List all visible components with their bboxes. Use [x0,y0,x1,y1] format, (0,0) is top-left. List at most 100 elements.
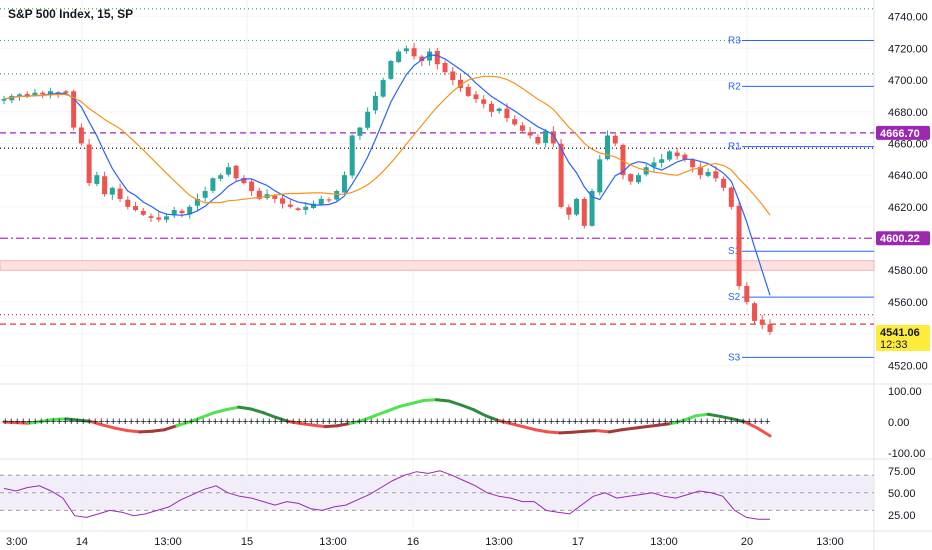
candle-body [287,204,293,207]
pivot-label: S3 [728,352,741,363]
time-tick-label: 3:00 [6,536,27,548]
candle-body [767,324,773,332]
oscillator-segment [336,422,352,428]
price-tick-label: 4560.00 [888,297,928,309]
oscillator-zero-marker: + [590,416,596,428]
oscillator-zero-marker: + [578,416,584,428]
candle-body [187,206,193,215]
oscillator-zero-marker: + [2,416,8,428]
axis-layer: 4740.00 4720.00 4700.00 4680.00 4660.00 4640.… [6,12,930,548]
time-tick-label: 17 [572,536,584,548]
oscillator-segment [2,420,18,425]
candle-body [488,103,494,112]
candle-body [527,132,533,136]
candle-body [597,159,603,193]
oscillator-segment [224,405,241,412]
oscillator-zero-marker: + [200,416,206,428]
oscillator-zero-marker: + [548,416,554,428]
oscillator-segment [88,419,105,427]
oscillator-zero-marker: + [206,416,212,428]
oscillator-zero-marker: + [344,416,350,428]
candle-body [295,208,301,211]
oscillator-zero-marker: + [320,416,326,428]
oscillator-zero-marker: + [632,416,638,428]
oscillator-segment [175,420,191,428]
candle-body [47,91,53,96]
oscillator-zero-marker: + [104,416,110,428]
oscillator-zero-marker: + [230,416,236,428]
candle-body [256,190,262,199]
oscillator-segment [101,423,117,430]
oscillator-zero-marker: + [158,416,164,428]
oscillator-zero-marker: + [758,416,764,428]
rsi-tick-label: 75.00 [888,466,916,478]
oscillator-segment [39,418,55,423]
rsi-line [3,470,770,520]
oscillator-zero-marker: + [356,416,362,428]
time-tick-label: 13:00 [485,536,513,548]
candle-body [102,176,108,195]
oscillator-zero-marker: + [734,416,740,428]
oscillator-zero-marker: + [110,416,116,428]
candle-body [581,198,587,226]
oscillator-zero-marker: + [308,416,314,428]
oscillator-zero-marker: + [152,416,158,428]
oscillator-zero-marker: + [50,416,56,428]
candle-body [666,151,672,160]
oscillator-segment [212,408,228,415]
candle-body [63,91,69,93]
oscillator-zero-marker: + [710,416,716,428]
oscillator-zero-marker: + [626,416,632,428]
price-tag [876,125,930,140]
candle-body [148,216,154,218]
oscillator-segment [595,429,611,434]
oscillator-segment [200,411,216,419]
oscillator-zero-marker: + [746,416,752,428]
levels-layer: R3 R2 R1 S1 S2 S3 [0,8,875,363]
oscillator-zero-marker: + [404,416,410,428]
oscillator-segment [397,401,414,409]
oscillator-zero-marker: + [392,416,398,428]
oscillator-zero-marker: + [266,416,272,428]
rsi-tick-label: 50.00 [888,488,916,500]
oscillator-zero-marker: + [248,416,254,428]
candle-body [674,152,680,157]
oscillator-zero-marker: + [608,416,614,428]
oscillator-segment [249,407,265,415]
oscillator-zero-marker: + [596,416,602,428]
oscillator-zero-marker: + [686,416,692,428]
time-tick-label: 13:00 [319,536,347,548]
candle-body [334,191,340,200]
oscillator-segment [743,420,760,430]
oscillator-zero-marker: + [476,416,482,428]
oscillator-zero-marker: + [500,416,506,428]
oscillator-zero-marker: + [80,416,86,428]
oscillator-zero-marker: + [728,416,734,428]
oscillator-zero-marker: + [716,416,722,428]
candle-body [566,207,572,215]
oscillator-tick-label: 0.00 [888,417,909,429]
candle-body [163,216,169,220]
candle-body [635,175,641,183]
candle-body [411,48,417,57]
oscillator-zero-marker: + [458,416,464,428]
oscillator-segment [187,415,204,424]
time-tick-label: 14 [76,536,88,548]
candle-body [519,125,525,131]
candle-body [728,187,734,207]
candle-body [612,135,618,144]
oscillator-segment [558,430,574,435]
oscillator-segment [583,429,599,433]
oscillator-segment [447,399,463,407]
oscillator-zero-marker: + [116,416,122,428]
oscillator-zero-marker: + [650,416,656,428]
pivot-label: S1 [728,246,741,257]
oscillator-zero-marker: + [560,416,566,428]
candle-body [736,205,742,287]
candle-body [179,210,185,214]
oscillator-segment [607,428,624,434]
oscillator-zero-marker: + [524,416,530,428]
candle-body [86,144,92,184]
oscillator-segment [64,417,80,422]
